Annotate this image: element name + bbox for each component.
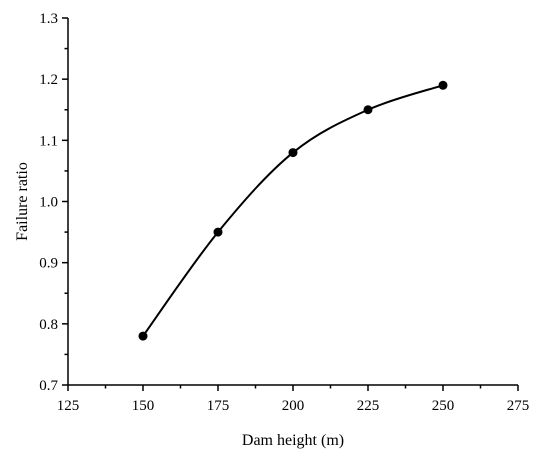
x-tick-label: 125 — [57, 398, 80, 414]
data-point — [213, 227, 223, 237]
x-tick-label: 225 — [357, 398, 380, 414]
plot-area: 125 150 175 200 225 250 275 0.7 0.8 0.9 1.0 1.1 1.2 1… — [39, 11, 529, 414]
data-point — [138, 331, 148, 341]
y-tick-label: 1.0 — [39, 195, 58, 211]
y-tick-label: 0.7 — [39, 378, 58, 394]
data-point — [363, 105, 373, 115]
y-tick-label: 1.2 — [39, 72, 58, 88]
x-tick-label: 150 — [132, 398, 155, 414]
data-point — [288, 148, 298, 158]
y-tick-label: 0.8 — [39, 317, 58, 333]
y-tick-label: 1.1 — [39, 133, 58, 149]
x-tick-label: 275 — [507, 398, 530, 414]
x-tick-label: 200 — [282, 398, 305, 414]
series-line — [142, 84, 444, 337]
x-axis-title: Dam height (m) — [242, 432, 344, 449]
y-tick-label: 1.3 — [39, 11, 58, 27]
data-point — [438, 80, 448, 90]
x-tick-label: 175 — [207, 398, 230, 414]
y-tick-label: 0.9 — [39, 256, 58, 272]
x-tick-label: 250 — [432, 398, 455, 414]
y-axis-title: Failure ratio — [14, 162, 31, 241]
